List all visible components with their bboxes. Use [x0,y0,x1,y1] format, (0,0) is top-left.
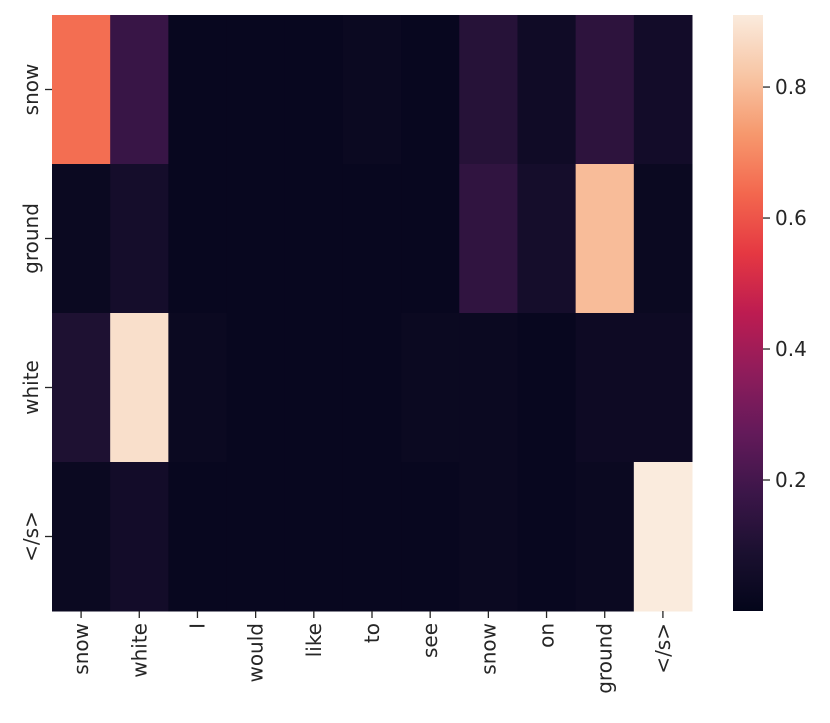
x-tick-label: snow [69,623,93,675]
heatmap-cell [517,313,577,463]
heatmap-cell [517,462,577,612]
heatmap-cell [575,164,635,314]
heatmap-cell [168,313,228,463]
heatmap-cell [342,15,402,165]
heatmap-cell [168,15,228,165]
y-tick-label: ground [19,203,43,274]
heatmap-cell [52,462,111,612]
heatmap-cell [284,164,344,314]
heatmap-cell [342,462,402,612]
colorbar-tick-label: 0.6 [775,206,807,230]
heatmap-cell [575,313,635,463]
y-tick-label: snow [19,64,43,116]
x-tick-label: snow [476,623,500,675]
heatmap-cell [401,313,460,463]
heatmap-cell [284,462,344,612]
heatmap-cell [226,313,286,463]
heatmap-cell [459,462,518,612]
heatmap-cell [517,164,577,314]
heatmap-cell [459,15,518,165]
heatmap-cell [110,15,169,165]
y-tick-label: </s> [19,511,43,562]
heatmap-cell [226,164,286,314]
colorbar-tick-label: 0.4 [775,337,807,361]
heatmap-cell [52,164,111,314]
x-tick-label: would [244,623,268,683]
heatmap-cell [110,164,169,314]
x-tick-label: I [185,623,209,629]
heatmap-cell [342,164,402,314]
heatmap-cell [284,15,344,165]
heatmap-cell [459,313,518,463]
x-tick-label: like [302,623,326,657]
x-tick-label: white [127,623,151,678]
y-tick-label: white [19,360,43,415]
x-tick-label: </s> [651,623,675,674]
colorbar [733,15,763,611]
heatmap-cells [52,15,693,612]
heatmap-cell [401,164,460,314]
heatmap-cell [575,15,635,165]
heatmap-cell [633,313,693,463]
x-tick-label: see [418,623,442,658]
heatmap-cell [401,462,460,612]
heatmap-cell [284,313,344,463]
heatmap-cell [401,15,460,165]
heatmap-cell [517,15,577,165]
heatmap-cell [110,313,169,463]
colorbar-ticks: 0.2 0.4 0.6 0.8 [763,75,807,492]
heatmap-cell [633,462,693,612]
heatmap-cell [342,313,402,463]
heatmap-cell [226,15,286,165]
heatmap-cell [633,15,693,165]
heatmap-cell [226,462,286,612]
x-tick-label: ground [593,623,617,694]
heatmap-cell [633,164,693,314]
heatmap-cell [168,164,228,314]
x-tick-label: on [535,623,559,648]
colorbar-tick-label: 0.2 [775,468,807,492]
heatmap-cell [575,462,635,612]
colorbar-tick-label: 0.8 [775,75,807,99]
x-tick-label: to [360,623,384,643]
heatmap-cell [52,313,111,463]
heatmap-cell [110,462,169,612]
y-axis: snow ground white </s> [19,64,52,562]
heatmap-cell [168,462,228,612]
heatmap-cell [459,164,518,314]
heatmap-cell [52,15,111,165]
